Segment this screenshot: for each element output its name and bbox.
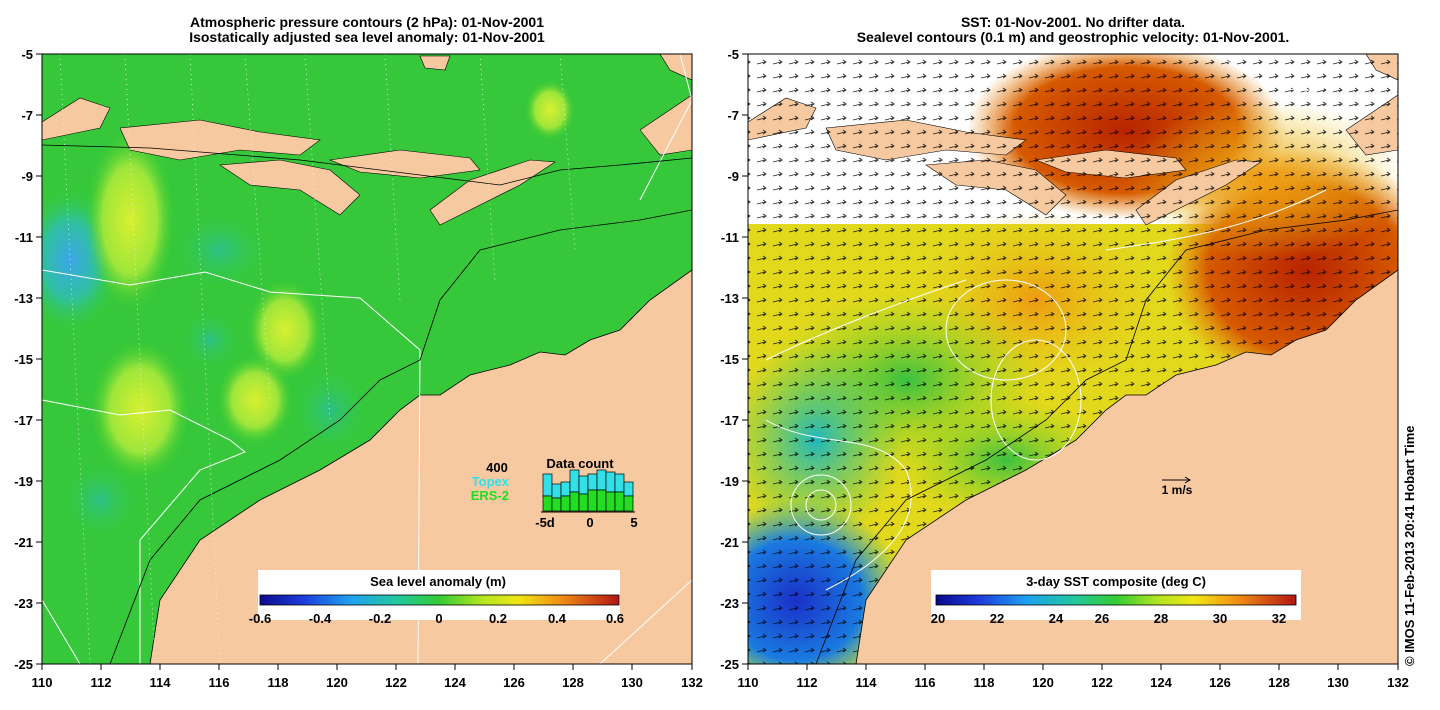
right-x-tick: 130 xyxy=(1327,675,1349,690)
ers2-label: ERS-2 xyxy=(471,488,509,503)
right-y-tick: -15 xyxy=(720,352,739,367)
right-y-tick: -25 xyxy=(720,657,739,672)
right-y-tick: -17 xyxy=(720,413,739,428)
left-y-tick: -9 xyxy=(21,169,33,184)
right-y-tick: -21 xyxy=(720,535,739,550)
left-y-tick: -7 xyxy=(21,108,33,123)
sla-colorbar-tick: -0.2 xyxy=(369,611,391,626)
right-y-tick: -13 xyxy=(720,291,739,306)
right-x-tick: 114 xyxy=(856,675,878,690)
right-y-tick: -19 xyxy=(720,474,739,489)
right-y-tick: -11 xyxy=(721,230,739,245)
sla-colorbar: Sea level anomaly (m) -0.6 -0.4 -0.2 0 0… xyxy=(249,570,624,626)
imos-credit: © IMOS 11-Feb-2013 20:41 Hobart Time xyxy=(1402,425,1417,666)
left-x-tick: 116 xyxy=(209,675,230,690)
left-title-line1: Atmospheric pressure contours (2 hPa): 0… xyxy=(190,14,544,30)
sst-colorbar-tick: 26 xyxy=(1095,611,1109,626)
right-x-tick: 112 xyxy=(797,675,818,690)
right-y-axis: -5 -7 -9 -11 -13 -15 -17 -19 -21 -23 -25 xyxy=(720,47,748,672)
right-x-tick: 120 xyxy=(1032,675,1054,690)
right-x-tick: 118 xyxy=(974,675,995,690)
data-count-inset: 400 Topex ERS-2 Data count -5d 0 5 xyxy=(471,456,638,530)
left-x-tick: 130 xyxy=(621,675,643,690)
sla-colorbar-tick: 0.6 xyxy=(606,611,624,626)
right-title-line1: SST: 01-Nov-2001. No drifter data. xyxy=(960,14,1186,30)
sst-colorbar-tick: 20 xyxy=(931,611,945,626)
left-x-tick: 122 xyxy=(385,675,407,690)
data-count-title: Data count xyxy=(546,456,614,471)
right-title: SST: 01-Nov-2001. No drifter data. Seale… xyxy=(748,15,1398,45)
topex-label: Topex xyxy=(472,474,510,489)
right-x-axis: 110 112 114 116 118 120 122 124 126 128 … xyxy=(738,664,1409,690)
right-y-tick: -9 xyxy=(727,169,739,184)
sla-colorbar-label: Sea level anomaly (m) xyxy=(370,574,506,589)
sst-colorbar-tick: 24 xyxy=(1049,611,1064,626)
sst-map: 1 m/s -5 -7 -9 -11 -13 -15 -17 -19 -21 -… xyxy=(720,47,1409,690)
sla-colorbar-tick: 0.4 xyxy=(548,611,567,626)
right-x-tick: 128 xyxy=(1268,675,1290,690)
left-y-tick: -11 xyxy=(15,230,33,245)
left-y-tick: -23 xyxy=(14,596,33,611)
right-x-tick: 132 xyxy=(1387,675,1409,690)
sea-level-anomaly-map: -5 -7 -9 -11 -13 -15 -17 -19 -21 -23 -25… xyxy=(14,47,703,690)
velocity-scale: 1 m/s xyxy=(1162,476,1193,497)
left-y-tick: -19 xyxy=(14,474,33,489)
left-x-tick: 126 xyxy=(503,675,525,690)
left-y-tick: -13 xyxy=(14,291,33,306)
left-y-tick: -15 xyxy=(14,352,33,367)
inset-tick: 0 xyxy=(586,515,593,530)
right-x-tick: 110 xyxy=(738,675,759,690)
sla-colorbar-tick: 0.2 xyxy=(489,611,507,626)
left-x-tick: 132 xyxy=(681,675,703,690)
inset-tick: 5 xyxy=(630,515,637,530)
right-y-tick: -5 xyxy=(727,47,739,62)
sst-colorbar-tick: 30 xyxy=(1213,611,1227,626)
left-y-tick: -21 xyxy=(14,535,33,550)
left-title-line2: Isostatically adjusted sea level anomaly… xyxy=(189,29,545,45)
right-x-tick: 124 xyxy=(1150,675,1172,690)
left-x-tick: 120 xyxy=(326,675,348,690)
velocity-scale-label: 1 m/s xyxy=(1162,483,1193,497)
left-y-tick: -5 xyxy=(21,47,33,62)
right-x-tick: 122 xyxy=(1091,675,1113,690)
sst-colorbar-tick: 28 xyxy=(1154,611,1168,626)
left-title: Atmospheric pressure contours (2 hPa): 0… xyxy=(42,15,692,45)
left-x-tick: 128 xyxy=(562,675,584,690)
left-y-tick: -25 xyxy=(14,657,33,672)
left-x-tick: 112 xyxy=(91,675,112,690)
inset-tick: -5d xyxy=(535,515,555,530)
right-x-tick: 116 xyxy=(915,675,936,690)
sla-colorbar-tick: -0.4 xyxy=(309,611,332,626)
left-x-tick: 124 xyxy=(444,675,466,690)
left-y-axis: -5 -7 -9 -11 -13 -15 -17 -19 -21 -23 -25 xyxy=(14,47,42,672)
sst-colorbar: 3-day SST composite (deg C) 20 22 24 26 … xyxy=(931,570,1301,626)
right-title-line2: Sealevel contours (0.1 m) and geostrophi… xyxy=(856,29,1290,45)
right-y-tick: -23 xyxy=(720,596,739,611)
sla-colorbar-tick: -0.6 xyxy=(249,611,271,626)
sst-colorbar-tick: 32 xyxy=(1272,611,1286,626)
left-x-axis: 110 112 114 116 118 120 122 124 126 128 … xyxy=(32,664,703,690)
left-x-tick: 118 xyxy=(268,675,289,690)
sst-colorbar-tick: 22 xyxy=(990,611,1004,626)
left-x-tick: 114 xyxy=(150,675,172,690)
data-count-value: 400 xyxy=(486,460,508,475)
sst-colorbar-label: 3-day SST composite (deg C) xyxy=(1026,574,1206,589)
left-x-tick: 110 xyxy=(32,675,53,690)
left-y-tick: -17 xyxy=(14,413,33,428)
right-x-tick: 126 xyxy=(1209,675,1231,690)
sla-colorbar-tick: 0 xyxy=(435,611,442,626)
right-y-tick: -7 xyxy=(727,108,739,123)
